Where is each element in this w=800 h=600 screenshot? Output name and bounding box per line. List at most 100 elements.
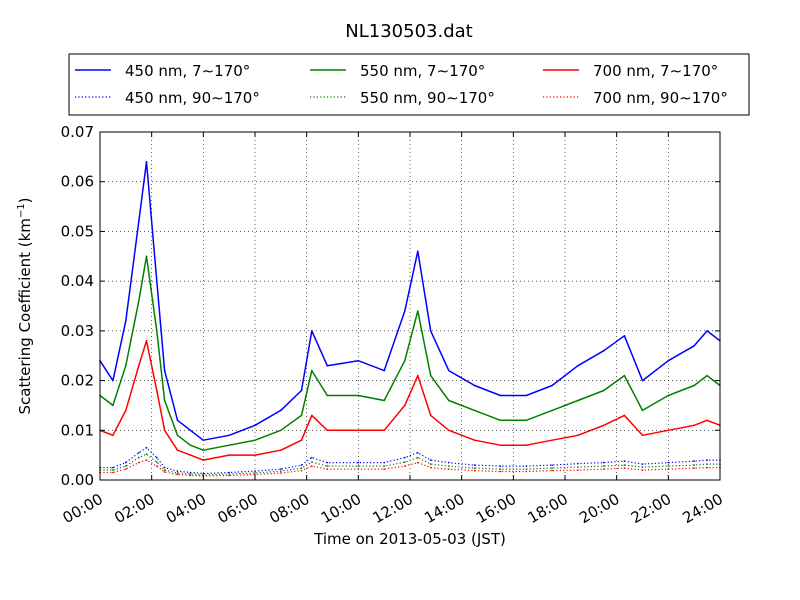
data-point (641, 466, 644, 468)
data-point (693, 464, 695, 466)
data-point (383, 429, 386, 432)
data-point (417, 310, 419, 312)
data-point (202, 449, 205, 452)
data-point (693, 345, 695, 347)
data-point (176, 419, 179, 422)
data-point (156, 330, 158, 332)
data-point (326, 364, 329, 367)
series-line (100, 459, 720, 477)
data-point (473, 469, 476, 472)
data-point (138, 451, 140, 454)
data-point (326, 429, 329, 432)
data-point (551, 467, 553, 469)
x-tick-label: 20:00 (576, 490, 622, 527)
data-point (417, 456, 419, 459)
data-point (300, 439, 303, 442)
data-point (429, 463, 432, 465)
data-point (603, 389, 605, 392)
data-point (525, 444, 528, 447)
y-tick-label: 0.05 (61, 222, 94, 240)
x-tick-label: 06:00 (215, 490, 261, 527)
data-point (189, 474, 192, 477)
data-point (577, 434, 579, 437)
y-axis-label: Scattering Coefficient (km−1) (16, 197, 34, 414)
data-point (473, 439, 476, 442)
data-point (176, 449, 179, 452)
data-point (603, 465, 605, 467)
data-point (189, 471, 192, 474)
data-point (525, 465, 528, 467)
data-point (254, 473, 256, 476)
data-point (254, 454, 256, 456)
data-point (499, 444, 502, 447)
x-tick-label: 08:00 (266, 490, 312, 527)
data-point (577, 469, 579, 471)
data-point (138, 364, 140, 367)
data-point (429, 466, 432, 469)
data-point (383, 369, 386, 372)
data-point (311, 369, 313, 372)
data-point (280, 472, 282, 474)
x-tick-label: 14:00 (421, 490, 467, 527)
data-point (228, 474, 230, 477)
y-tick-label: 0.06 (61, 173, 94, 191)
data-point (300, 464, 303, 466)
legend-label: 700 nm, 90∼170° (593, 89, 728, 107)
data-point (202, 472, 205, 475)
data-point (623, 464, 626, 466)
data-point (641, 469, 644, 471)
data-point (577, 399, 579, 402)
data-point (357, 468, 360, 470)
data-point (641, 409, 644, 412)
data-point (623, 414, 626, 417)
data-point (300, 467, 303, 469)
data-point (300, 389, 303, 392)
data-point (280, 449, 282, 452)
data-point (112, 469, 114, 471)
y-tick-label: 0.04 (61, 272, 94, 290)
data-point (163, 471, 166, 473)
data-point (163, 429, 166, 432)
data-point (623, 335, 626, 337)
data-point (189, 429, 192, 432)
data-point (383, 399, 386, 402)
data-point (499, 468, 502, 470)
data-point (145, 446, 148, 449)
legend-label: 450 nm, 7∼170° (125, 62, 250, 80)
y-tick-label: 0.01 (61, 421, 94, 439)
x-tick-label: 18:00 (525, 490, 571, 527)
data-point (156, 456, 158, 459)
data-point (189, 444, 192, 447)
data-point (429, 374, 432, 377)
y-tick-label: 0.07 (61, 123, 94, 141)
data-point (254, 439, 256, 442)
data-point (254, 472, 256, 474)
x-tick-label: 10:00 (318, 490, 364, 527)
data-point (404, 404, 406, 407)
data-point (448, 399, 450, 402)
y-tick-label: 0.03 (61, 322, 94, 340)
chart-title: NL130503.dat (345, 21, 472, 42)
data-point (163, 369, 166, 372)
data-point (706, 374, 708, 377)
data-point (499, 394, 502, 397)
data-point (623, 460, 626, 462)
data-point (202, 459, 205, 461)
data-point (145, 255, 148, 258)
legend-box (68, 53, 750, 116)
data-point (176, 434, 179, 437)
data-point (667, 461, 670, 464)
y-axis-label-close: ) (16, 197, 34, 203)
data-point (228, 471, 230, 474)
data-point (448, 369, 450, 372)
data-point (112, 404, 114, 407)
data-point (429, 414, 432, 417)
y-tick-label: 0.02 (61, 372, 94, 390)
data-point (473, 467, 476, 469)
data-point (706, 463, 708, 465)
data-point (404, 465, 406, 467)
data-point (326, 465, 329, 467)
data-point (300, 469, 303, 472)
data-point (228, 473, 230, 475)
x-axis-label: Time on 2013-05-03 (JST) (313, 530, 506, 548)
